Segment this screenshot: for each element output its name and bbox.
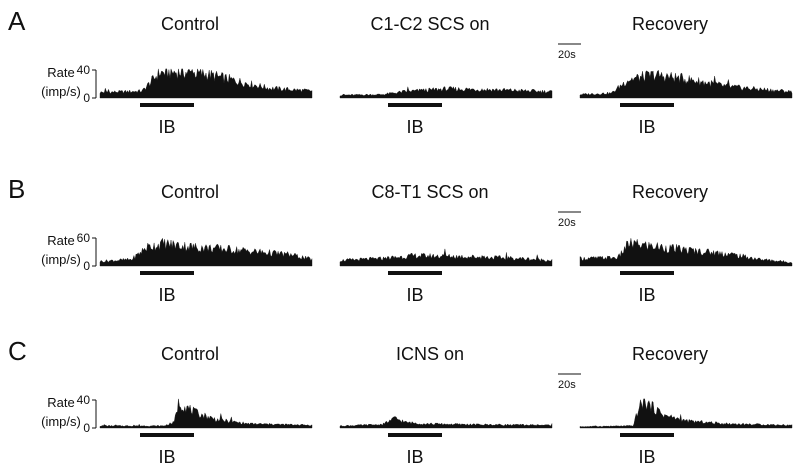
rate-histogram <box>339 248 553 267</box>
rate-histogram <box>579 398 793 429</box>
y-tick-label: 0 <box>83 421 90 435</box>
stimulus-bar <box>388 103 442 107</box>
panel-letter: B <box>8 174 25 204</box>
panel-letter: C <box>8 336 27 366</box>
panel-c-1: C Rate (imp/s) 0 40 Control IB <box>8 336 313 467</box>
y-axis-label: (imp/s) <box>41 84 81 99</box>
y-tick-label: 40 <box>77 63 91 77</box>
time-scale-label: 20s <box>558 379 576 391</box>
stimulus-bar <box>620 433 674 437</box>
condition-title: Recovery <box>632 14 708 34</box>
stimulus-label: IB <box>158 447 175 467</box>
panel-b-3: Recovery IB 20s <box>558 182 793 305</box>
y-axis-label: (imp/s) <box>41 252 81 267</box>
stimulus-label: IB <box>406 117 423 137</box>
rate-histogram <box>99 68 313 99</box>
condition-title: C1-C2 SCS on <box>370 14 489 34</box>
stimulus-bar <box>140 271 194 275</box>
panel-b-2: C8-T1 SCS on IB <box>339 182 553 305</box>
panel-a-1: A Rate (imp/s) 0 40 Control IB <box>8 6 313 137</box>
condition-title: Control <box>161 182 219 202</box>
y-axis-label: Rate <box>47 395 74 410</box>
condition-title: C8-T1 SCS on <box>371 182 488 202</box>
y-axis-label: Rate <box>47 65 74 80</box>
stimulus-label: IB <box>638 285 655 305</box>
stimulus-bar <box>620 103 674 107</box>
stimulus-bar <box>140 103 194 107</box>
rate-histogram <box>579 69 793 99</box>
panel-a-2: C1-C2 SCS on IB <box>339 14 553 137</box>
y-tick-label: 40 <box>77 393 91 407</box>
time-scale-label: 20s <box>558 217 576 229</box>
stimulus-label: IB <box>638 447 655 467</box>
y-tick-label: 60 <box>77 231 91 245</box>
stimulus-label: IB <box>638 117 655 137</box>
stimulus-bar <box>140 433 194 437</box>
stimulus-bar <box>620 271 674 275</box>
condition-title: Recovery <box>632 344 708 364</box>
condition-title: Control <box>161 344 219 364</box>
condition-title: ICNS on <box>396 344 464 364</box>
stimulus-bar <box>388 433 442 437</box>
stimulus-label: IB <box>406 447 423 467</box>
rate-histogram <box>339 416 553 429</box>
stimulus-label: IB <box>406 285 423 305</box>
rate-histogram <box>579 238 793 267</box>
y-tick-label: 0 <box>83 91 90 105</box>
rate-histogram <box>99 398 313 429</box>
panel-c-3: Recovery IB 20s <box>558 344 793 467</box>
stimulus-label: IB <box>158 117 175 137</box>
condition-title: Control <box>161 14 219 34</box>
rate-histogram <box>99 237 313 267</box>
stimulus-label: IB <box>158 285 175 305</box>
panel-letter: A <box>8 6 26 36</box>
stimulus-bar <box>388 271 442 275</box>
panel-c-2: ICNS on IB <box>339 344 553 467</box>
y-tick-label: 0 <box>83 259 90 273</box>
time-scale-label: 20s <box>558 49 576 61</box>
y-axis-label: (imp/s) <box>41 414 81 429</box>
panel-b-1: B Rate (imp/s) 0 60 Control IB <box>8 174 313 305</box>
panel-a-3: Recovery IB 20s <box>558 14 793 137</box>
y-axis-label: Rate <box>47 233 74 248</box>
condition-title: Recovery <box>632 182 708 202</box>
rate-histogram <box>339 86 553 99</box>
